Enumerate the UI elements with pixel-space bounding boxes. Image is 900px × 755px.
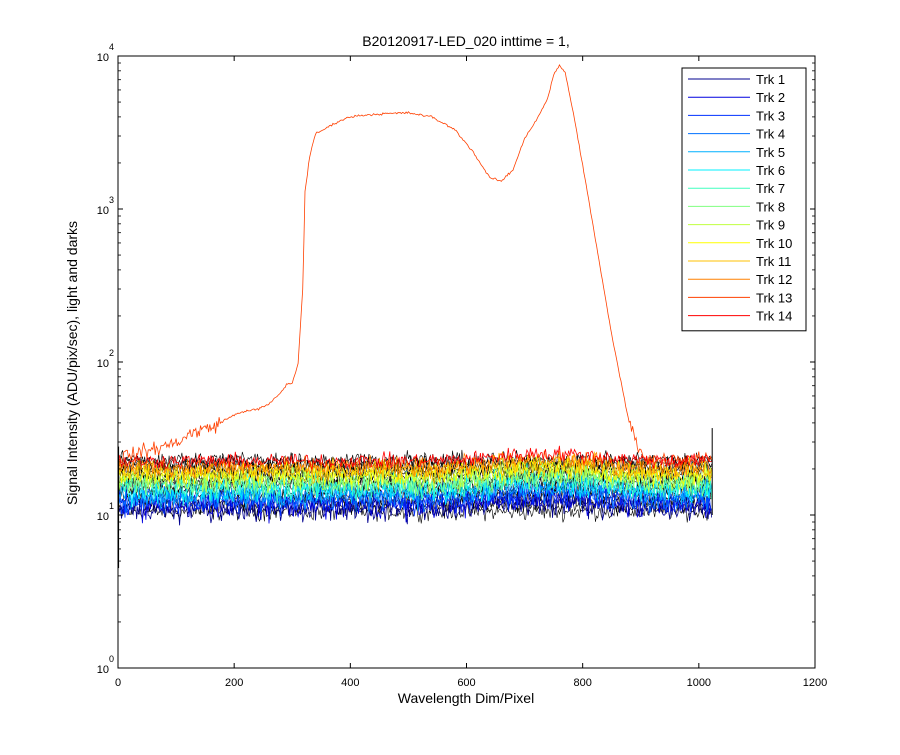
legend-label-6: Trk 6 (756, 163, 785, 178)
legend-box (681, 67, 807, 332)
x-tick-label: 1000 (687, 677, 711, 689)
legend-label-12: Trk 12 (756, 272, 792, 287)
legend-label-9: Trk 9 (756, 218, 785, 233)
x-tick-label: 200 (225, 677, 243, 689)
legend-label-8: Trk 8 (756, 199, 785, 214)
series-line-6 (117, 469, 712, 508)
y-tick-label: 10 (97, 664, 109, 676)
y-tick-label: 10 (97, 205, 109, 217)
series-line-14 (117, 445, 712, 470)
series-line-12 (117, 450, 712, 479)
y-tick-exponent: 2 (109, 348, 114, 358)
chart-title: B20120917-LED_020 inttime = 1, (362, 33, 569, 49)
y-axis-label: Signal Intensity (ADU/pix/sec), light an… (64, 221, 80, 505)
y-tick-label: 10 (97, 511, 109, 523)
x-tick-label: 0 (115, 677, 121, 689)
y-tick-exponent: 1 (109, 501, 114, 511)
x-tick-label: 1200 (803, 677, 827, 689)
y-tick-exponent: 4 (109, 42, 114, 52)
legend-label-1: Trk 1 (756, 72, 785, 87)
legend-label-10: Trk 10 (756, 236, 792, 251)
x-tick-label: 600 (457, 677, 475, 689)
series-line-1 (117, 488, 712, 526)
y-tick-exponent: 3 (109, 195, 114, 205)
legend-label-2: Trk 2 (756, 90, 785, 105)
legend-label-11: Trk 11 (756, 254, 791, 269)
y-tick-label: 10 (97, 358, 109, 370)
legend-label-13: Trk 13 (756, 290, 792, 305)
legend-label-5: Trk 5 (756, 145, 785, 160)
y-tick-label: 10 (97, 52, 109, 64)
series-line-13 (117, 64, 712, 467)
plot-lines (117, 64, 713, 569)
legend-label-14: Trk 14 (756, 309, 792, 324)
x-tick-label: 800 (573, 677, 591, 689)
x-tick-label: 400 (341, 677, 359, 689)
legend: Trk 1 Trk 2 Trk 3 Trk 4 Trk 5 Trk 6 Trk 7 Trk 8… (681, 67, 807, 332)
legend-label-4: Trk 4 (756, 127, 785, 142)
dark-frame-line (117, 449, 712, 471)
legend-label-3: Trk 3 (756, 108, 785, 123)
legend-label-7: Trk 7 (756, 181, 785, 196)
x-axis-label: Wavelength Dim/Pixel (398, 690, 534, 706)
y-tick-exponent: 0 (109, 654, 114, 664)
